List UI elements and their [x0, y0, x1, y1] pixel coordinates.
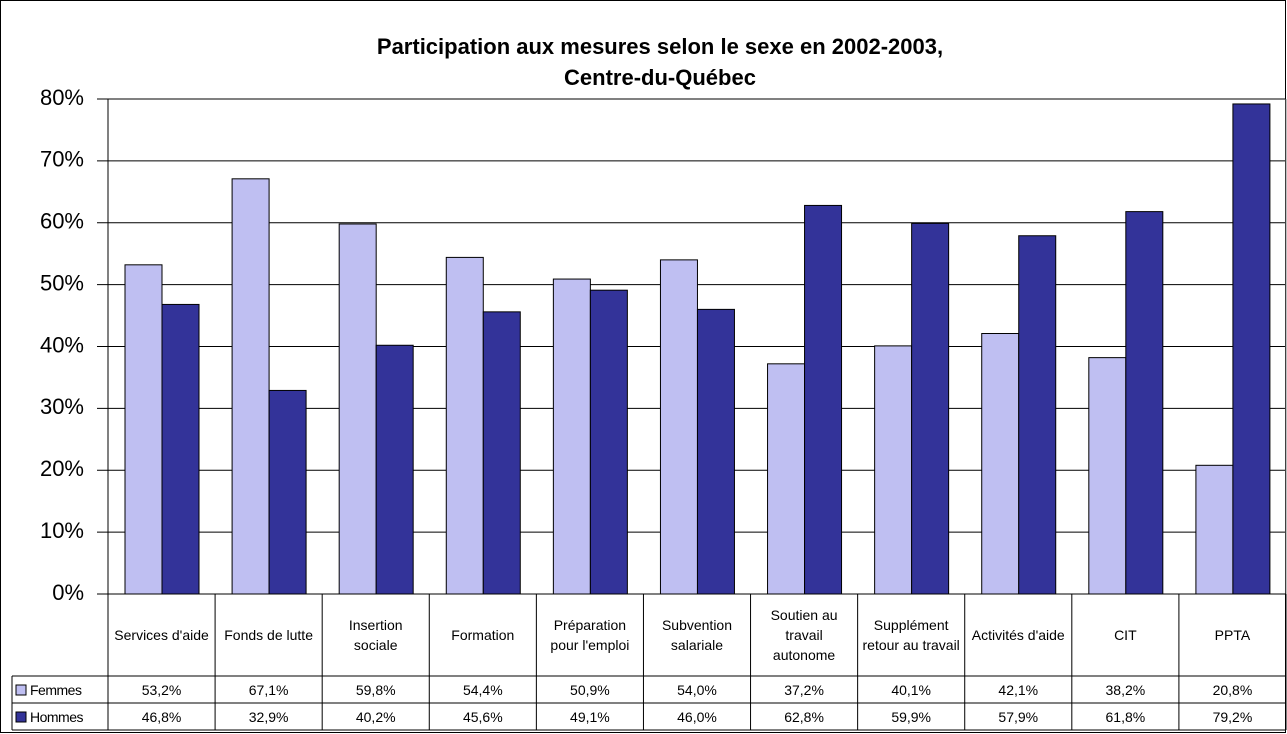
legend-label: Femmes [30, 681, 82, 698]
value-label: 54,4% [462, 681, 503, 698]
value-label: 45,6% [462, 708, 503, 725]
bar [231, 178, 270, 595]
value-label: 50,9% [570, 681, 610, 698]
bar [1018, 235, 1057, 595]
bar [1125, 211, 1164, 595]
legend-swatch [15, 684, 27, 696]
y-tick-label: 0% [52, 580, 84, 605]
x-tick-label: Subvention salariale [661, 617, 733, 653]
bar [124, 264, 163, 595]
y-tick-label: 50% [40, 270, 84, 295]
x-tick-label: Fonds de lutte [224, 627, 313, 643]
value-label: 49,1% [570, 708, 610, 725]
value-label: 37,2% [784, 681, 824, 698]
x-tick-label: PPTA [1214, 627, 1251, 643]
bar [767, 363, 806, 595]
y-tick-label: 30% [40, 394, 84, 419]
value-label: 40,1% [891, 681, 932, 698]
bar [659, 259, 698, 595]
bar [375, 344, 414, 595]
bar [445, 256, 484, 595]
bar [338, 223, 377, 595]
value-label: 59,9% [891, 708, 932, 725]
value-label: 61,8% [1105, 708, 1146, 725]
value-label: 40,2% [355, 708, 396, 725]
bar [911, 222, 950, 595]
x-tick-label: Activités d'aide [971, 627, 1065, 643]
legend-swatch [15, 711, 27, 723]
value-label: 38,2% [1105, 681, 1146, 698]
value-label: 67,1% [248, 681, 289, 698]
value-label: 20,8% [1212, 681, 1253, 698]
y-tick-label: 10% [40, 518, 84, 543]
chart-subtitle: Centre-du-Québec [564, 65, 756, 90]
y-tick-label: 60% [40, 209, 84, 234]
x-tick-label: Formation [451, 627, 515, 643]
value-label: 46,8% [141, 708, 182, 725]
value-label: 32,9% [248, 708, 289, 725]
bar [696, 308, 735, 595]
x-tick-label: Soutien au travail autonome [770, 607, 838, 663]
value-label: 62,8% [784, 708, 824, 725]
x-tick-label: CIT [1114, 627, 1137, 643]
x-tick-label: Préparation pour l'emploi [550, 617, 630, 653]
bar [1195, 464, 1234, 595]
legend-label: Hommes [30, 708, 84, 725]
y-tick-label: 80% [40, 85, 84, 110]
bar [981, 333, 1020, 595]
value-label: 42,1% [998, 681, 1039, 698]
chart-title: Participation aux mesures selon le sexe … [377, 34, 943, 59]
bar [552, 278, 591, 595]
value-label: 57,9% [998, 708, 1039, 725]
bar [589, 289, 628, 595]
x-tick-label: Services d'aide [114, 627, 209, 643]
value-label: 53,2% [141, 681, 182, 698]
bar [1232, 103, 1271, 595]
bar [1088, 357, 1127, 595]
y-tick-label: 20% [40, 456, 84, 481]
bar [482, 311, 521, 595]
value-label: 54,0% [677, 681, 717, 698]
y-tick-label: 70% [40, 147, 84, 172]
bar [804, 204, 843, 595]
x-tick-label: Insertion sociale [348, 617, 403, 653]
x-tick-label: Supplément retour au travail [862, 617, 960, 653]
value-label: 59,8% [355, 681, 396, 698]
value-label: 46,0% [677, 708, 717, 725]
bar [161, 303, 200, 595]
y-tick-label: 40% [40, 332, 84, 357]
value-label: 79,2% [1212, 708, 1253, 725]
bar [874, 345, 913, 595]
bar [268, 389, 307, 595]
